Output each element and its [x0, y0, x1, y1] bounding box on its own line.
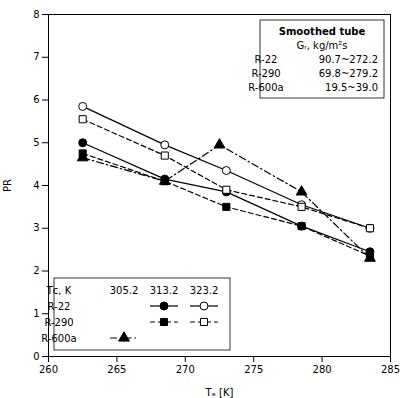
svg-text:8: 8 [33, 9, 39, 20]
svg-text:1: 1 [33, 308, 39, 319]
svg-text:PR: PR [2, 179, 13, 192]
svg-text:265: 265 [107, 364, 126, 375]
svg-text:R-600a: R-600a [41, 333, 76, 344]
svg-text:270: 270 [176, 364, 195, 375]
svg-text:69.8~279.2: 69.8~279.2 [319, 68, 378, 79]
svg-text:275: 275 [244, 364, 263, 375]
svg-text:6: 6 [33, 94, 39, 105]
svg-text:0: 0 [33, 351, 39, 362]
svg-text:323.2: 323.2 [190, 285, 219, 296]
svg-text:R-22: R-22 [255, 54, 278, 65]
svg-text:260: 260 [39, 364, 58, 375]
svg-text:7: 7 [33, 51, 39, 62]
svg-text:19.5~39.0: 19.5~39.0 [325, 82, 378, 93]
svg-text:Tᴄ, K: Tᴄ, K [46, 285, 72, 296]
svg-text:3: 3 [33, 222, 39, 233]
svg-text:R-290: R-290 [251, 68, 280, 79]
svg-text:2: 2 [33, 265, 39, 276]
svg-text:305.2: 305.2 [110, 285, 139, 296]
svg-text:R-290: R-290 [44, 317, 73, 328]
svg-text:Tₑ [K]: Tₑ [K] [205, 387, 234, 398]
svg-text:Gᵣ, kg/m²s: Gᵣ, kg/m²s [296, 40, 347, 51]
svg-text:Smoothed tube: Smoothed tube [279, 26, 366, 37]
svg-text:4: 4 [33, 180, 39, 191]
svg-text:R-22: R-22 [48, 301, 71, 312]
svg-text:5: 5 [33, 137, 39, 148]
svg-text:90.7~272.2: 90.7~272.2 [319, 54, 378, 65]
svg-text:R-600a: R-600a [248, 82, 283, 93]
svg-text:280: 280 [313, 364, 332, 375]
svg-text:285: 285 [381, 364, 400, 375]
svg-text:313.2: 313.2 [150, 285, 179, 296]
